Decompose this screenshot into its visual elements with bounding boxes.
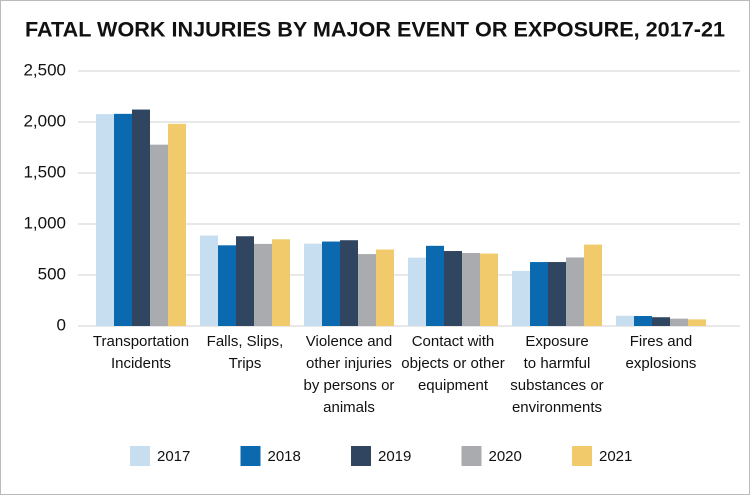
legend-swatch	[461, 446, 482, 466]
legend-swatch	[130, 446, 150, 466]
x-tick-label: Exposure	[525, 333, 588, 350]
legend-label: 2018	[268, 448, 301, 465]
x-tick-label: by persons or	[304, 377, 395, 394]
x-tick-label: Violence and	[306, 333, 392, 350]
bar	[218, 245, 236, 326]
x-tick-label: animals	[323, 399, 375, 416]
y-tick-label: 1,500	[23, 162, 66, 181]
legend-label: 2017	[157, 448, 190, 465]
x-tick-label: Fires and	[630, 333, 693, 350]
bar	[530, 262, 548, 326]
legend-label: 2020	[489, 448, 522, 465]
y-tick-label: 500	[38, 264, 66, 283]
x-tick-label: Trips	[229, 355, 262, 372]
bar	[670, 318, 688, 326]
legend-swatch	[572, 446, 592, 466]
x-tick-label: environments	[512, 399, 602, 416]
bar	[444, 251, 462, 326]
bar	[236, 236, 254, 326]
bar	[114, 113, 132, 326]
bar	[150, 144, 168, 326]
bar	[322, 241, 340, 326]
legend-swatch	[351, 446, 371, 466]
bar	[584, 244, 602, 326]
bar	[358, 254, 376, 326]
x-tick-label: objects or other	[401, 355, 504, 372]
y-tick-label: 1,000	[23, 213, 66, 232]
bar	[304, 243, 322, 326]
bar	[132, 109, 150, 326]
x-tick-label: substances or	[510, 377, 603, 394]
bar	[616, 315, 634, 326]
bar	[566, 257, 584, 326]
x-tick-label: Falls, Slips,	[207, 333, 284, 350]
bar	[96, 114, 114, 327]
x-tick-label: explosions	[626, 355, 697, 372]
x-tick-label: Incidents	[111, 355, 171, 372]
x-tick-label: other injuries	[306, 355, 392, 372]
bar	[462, 252, 480, 326]
bar	[548, 262, 566, 326]
bar	[688, 319, 706, 326]
y-tick-label: 2,500	[23, 60, 66, 79]
bar	[426, 245, 444, 326]
bar	[168, 123, 186, 326]
bar	[340, 240, 358, 326]
x-tick-label: Contact with	[412, 333, 495, 350]
x-tick-label: Transportation	[93, 333, 189, 350]
bar	[408, 257, 426, 326]
y-tick-label: 2,000	[23, 111, 66, 130]
bar	[512, 270, 530, 326]
x-tick-label: equipment	[418, 377, 489, 394]
legend-label: 2019	[378, 448, 411, 465]
y-tick-label: 0	[57, 315, 66, 334]
bar	[200, 235, 218, 326]
bar	[634, 316, 652, 326]
legend-label: 2021	[599, 448, 632, 465]
bar	[376, 249, 394, 326]
bar	[254, 243, 272, 326]
bar	[272, 239, 290, 326]
bar	[480, 253, 498, 326]
chart-title: FATAL WORK INJURIES BY MAJOR EVENT OR EX…	[25, 19, 725, 42]
legend-swatch	[240, 446, 261, 466]
bar	[652, 317, 670, 326]
x-tick-label: to harmful	[524, 355, 591, 372]
